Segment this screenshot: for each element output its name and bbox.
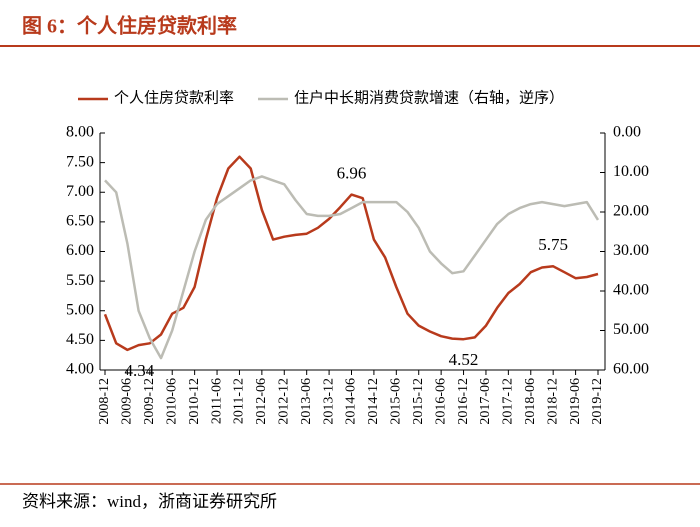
- x-tick-label: 2009-12: [142, 378, 157, 425]
- x-tick-label: 2014-12: [366, 378, 381, 425]
- y-tick-label: 4.00: [66, 361, 94, 378]
- x-tick-label: 2016-06: [433, 378, 448, 425]
- x-tick-label: 2019-06: [568, 378, 583, 425]
- y-tick-label: 5.00: [66, 301, 94, 318]
- y2-tick-label: 20.00: [613, 203, 649, 220]
- x-tick-label: 2008-12: [97, 378, 112, 425]
- y-tick-label: 6.00: [66, 242, 94, 259]
- x-tick-label: 2015-06: [389, 378, 404, 425]
- y-tick-label: 4.50: [66, 331, 94, 348]
- x-tick-label: 2011-06: [209, 378, 224, 424]
- legend-label: 住户中长期消费贷款增速（右轴，逆序）: [294, 89, 564, 106]
- series-line: [104, 175, 600, 360]
- x-tick-label: 2011-12: [232, 378, 247, 424]
- x-tick-label: 2015-12: [411, 378, 426, 425]
- x-tick-label: 2009-06: [120, 378, 135, 425]
- y2-tick-label: 60.00: [613, 361, 649, 378]
- y-tick-label: 7.50: [66, 153, 94, 170]
- data-label: 4.52: [449, 350, 479, 369]
- source: 资料来源：wind，浙商证券研究所: [22, 492, 277, 511]
- x-tick-label: 2017-06: [478, 378, 493, 425]
- x-tick-label: 2010-06: [164, 378, 179, 425]
- x-tick-label: 2012-06: [254, 378, 269, 425]
- chart-title: 图 6：个人住房贷款利率: [22, 14, 237, 38]
- x-tick-label: 2016-12: [456, 378, 471, 425]
- y2-tick-label: 40.00: [613, 282, 649, 299]
- y2-tick-label: 10.00: [613, 163, 649, 180]
- data-label: 4.34: [125, 361, 155, 380]
- series-line: [103, 155, 599, 352]
- x-tick-label: 2010-12: [187, 378, 202, 425]
- x-tick-label: 2018-12: [545, 378, 560, 425]
- y2-tick-label: 50.00: [613, 321, 649, 338]
- y-tick-label: 5.50: [66, 272, 94, 289]
- x-tick-label: 2013-06: [299, 378, 314, 425]
- x-tick-label: 2012-12: [276, 378, 291, 425]
- legend-label: 个人住房贷款利率: [114, 89, 234, 106]
- data-label: 5.75: [538, 235, 568, 254]
- y2-tick-label: 30.00: [613, 242, 649, 259]
- x-tick-label: 2017-12: [501, 378, 516, 425]
- y-tick-label: 8.00: [66, 124, 94, 141]
- x-tick-label: 2014-06: [344, 378, 359, 425]
- y-tick-label: 7.00: [66, 183, 94, 200]
- y-tick-label: 6.50: [66, 213, 94, 230]
- x-tick-label: 2018-06: [523, 378, 538, 425]
- y2-tick-label: 0.00: [613, 124, 641, 141]
- x-tick-label: 2013-12: [321, 378, 336, 425]
- x-tick-label: 2019-12: [590, 378, 605, 425]
- data-label: 6.96: [337, 164, 367, 183]
